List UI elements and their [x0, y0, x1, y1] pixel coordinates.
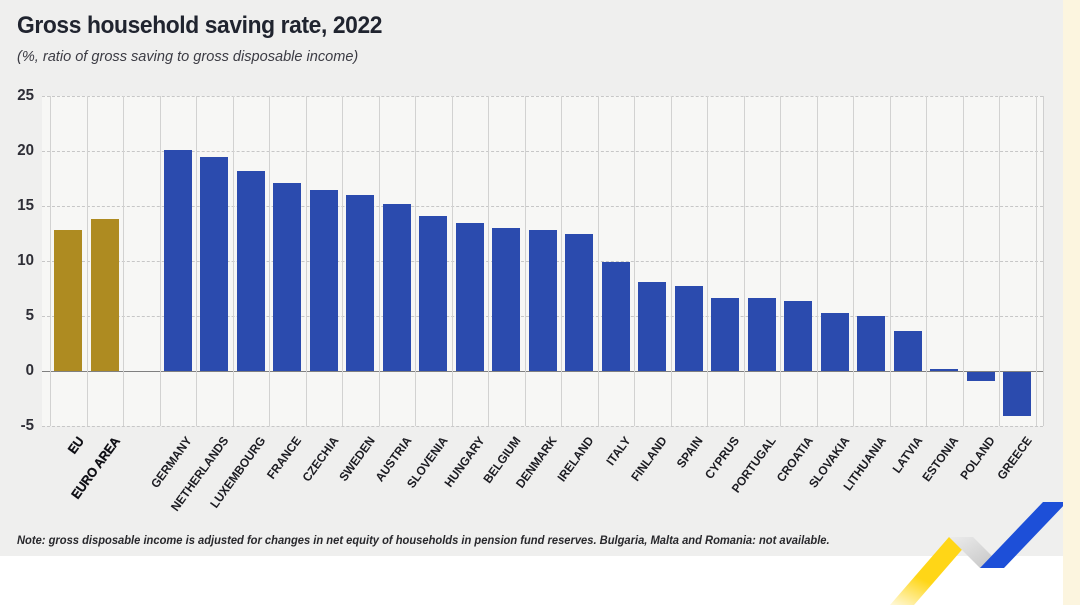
y-axis-label: 5 — [25, 307, 34, 324]
bar-sweden — [346, 195, 375, 371]
gridline-h — [42, 96, 1043, 97]
x-axis-label: ESTONIA — [919, 434, 962, 485]
y-axis-label: 25 — [17, 87, 34, 104]
bar-slovakia — [820, 312, 849, 371]
gridline-v — [926, 96, 927, 426]
bar-czechia — [309, 189, 338, 371]
x-axis-label: FRANCE — [264, 434, 305, 482]
gridline-v — [159, 96, 161, 426]
right-edge-strip — [1063, 0, 1080, 605]
y-axis-label: 15 — [17, 197, 34, 214]
y-axis-label: 20 — [17, 142, 34, 159]
page-subtitle: (%, ratio of gross saving to gross dispo… — [17, 48, 359, 65]
x-axis-label: FINLAND — [628, 434, 670, 484]
page-title: Gross household saving rate, 2022 — [17, 12, 383, 39]
gridline-v — [451, 96, 453, 426]
bar-belgium — [492, 228, 521, 371]
gridline-v — [305, 96, 307, 426]
zero-line — [42, 371, 1043, 372]
bar-latvia — [893, 331, 922, 371]
gridline-v — [232, 96, 234, 426]
bar-portugal — [747, 298, 776, 371]
bar-spain — [674, 286, 703, 371]
x-axis-label: LATVIA — [889, 434, 926, 476]
gridline-v — [780, 96, 781, 426]
bar-poland — [966, 372, 995, 381]
gridline-v — [670, 96, 672, 426]
footnote: Note: gross disposable income is adjuste… — [17, 535, 830, 547]
gridline-v — [50, 96, 51, 426]
bar-germany — [163, 149, 192, 371]
x-axis-label: SPAIN — [674, 434, 707, 471]
gridline-v — [378, 96, 380, 426]
bar-euro-area — [90, 219, 119, 371]
bar-slovenia — [419, 215, 448, 371]
bar-cyprus — [711, 298, 740, 371]
y-axis-label: 0 — [25, 362, 34, 379]
footer-bar: eurostat — [0, 556, 1063, 605]
gridline-v — [561, 96, 562, 426]
bar-netherlands — [200, 156, 229, 371]
gridline-v — [269, 96, 270, 426]
bar-austria — [382, 203, 411, 371]
bar-ireland — [565, 233, 594, 371]
gridline-v — [634, 96, 635, 426]
bar-finland — [638, 281, 667, 371]
bar-france — [273, 182, 302, 371]
bar-lithuania — [857, 316, 886, 371]
gridline-v — [196, 96, 197, 426]
gridline-v — [962, 96, 964, 426]
x-axis-label: CZECHIA — [299, 434, 342, 485]
gridline-v — [86, 96, 88, 426]
gridline-v — [1035, 96, 1037, 426]
bar-greece — [1003, 372, 1032, 416]
gridline-v — [488, 96, 489, 426]
bar-estonia — [930, 368, 959, 371]
gridline-h — [42, 206, 1043, 207]
bar-croatia — [784, 300, 813, 371]
y-axis-label: -5 — [20, 417, 34, 434]
bar-italy — [601, 262, 630, 371]
x-axis-label: SWEDEN — [336, 434, 378, 484]
chart-panel: Gross household saving rate, 2022 (%, ra… — [0, 0, 1063, 556]
gridline-h — [42, 426, 1043, 427]
bar-denmark — [528, 230, 557, 371]
x-axis-label: IRELAND — [554, 434, 597, 485]
bar-luxembourg — [236, 170, 265, 371]
plot-area — [42, 96, 1044, 427]
x-axis-label: ITALY — [603, 434, 634, 469]
gridline-h — [42, 151, 1043, 152]
gridline-v — [889, 96, 891, 426]
gridline-v — [415, 96, 416, 426]
gridline-v — [597, 96, 599, 426]
bar-eu — [54, 230, 83, 371]
gridline-v — [524, 96, 526, 426]
gridline-v — [999, 96, 1000, 426]
y-axis-label: 10 — [17, 252, 34, 269]
x-axis-label: GREECE — [994, 434, 1035, 483]
gridline-v — [816, 96, 818, 426]
gridline-v — [853, 96, 854, 426]
x-axis-label: EU — [64, 434, 87, 457]
gridline-v — [123, 96, 124, 426]
gridline-v — [342, 96, 343, 426]
gridline-v — [743, 96, 745, 426]
trend-ribbon-icon — [890, 502, 1067, 605]
bar-hungary — [455, 222, 484, 371]
x-axis-label: POLAND — [957, 434, 999, 483]
gridline-v — [707, 96, 708, 426]
